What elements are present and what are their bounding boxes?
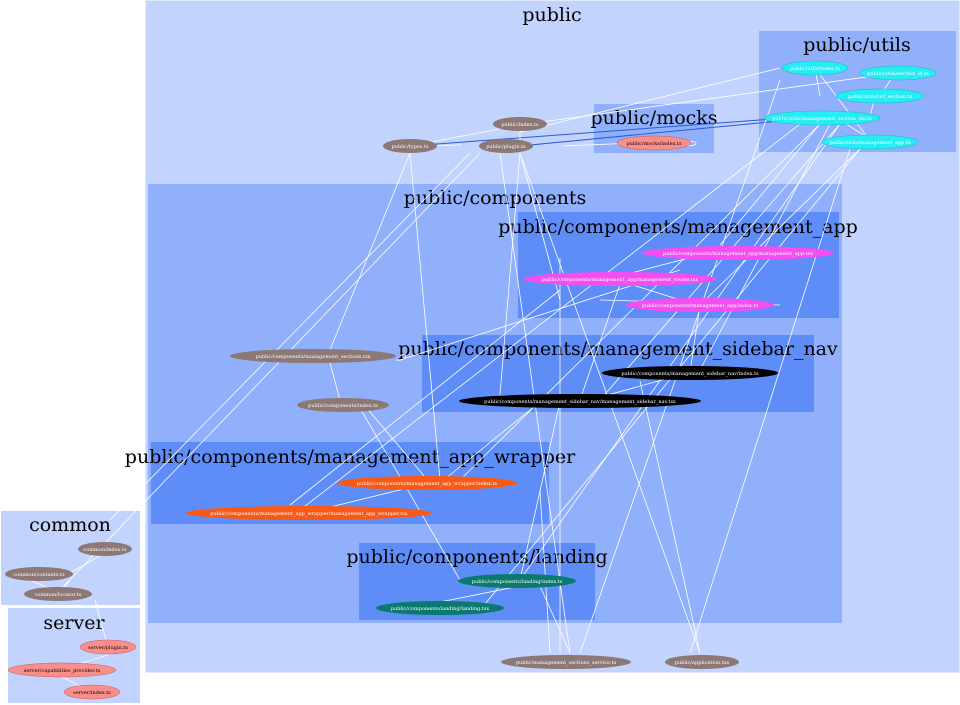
cluster-sidebar-nav-title: public/components/management_sidebar_nav — [398, 338, 838, 360]
node-utils-url-section[interactable]: public/utils/url_section.ts — [835, 88, 925, 104]
node-mgmt-sections-label: public/components/management_sections.ts… — [256, 354, 371, 360]
node-server-plugin-label: server/plugin.ts — [88, 645, 128, 651]
node-sidebar-index-label: public/components/management_sidebar_nav… — [621, 371, 759, 377]
node-mgmt-app-router-label: public/components/management_app/managem… — [542, 277, 698, 283]
node-public-plugin-label: public/plugin.ts — [486, 144, 526, 150]
cluster-public-mocks-title: public/mocks — [590, 107, 717, 129]
node-server-plugin[interactable]: server/plugin.ts — [79, 639, 137, 655]
node-common-locator-label: common/locator.ts — [35, 592, 82, 598]
node-application-label: public/application.tsx — [675, 660, 730, 666]
node-utils-section-id-label: public/utils/section_id.ts — [867, 71, 929, 77]
cluster-public-utils-title: public/utils — [803, 34, 911, 56]
node-utils-url-section-label: public/utils/url_section.ts — [848, 94, 912, 100]
node-components-index-label: public/components/index.ts — [308, 403, 378, 409]
node-server-capabilities[interactable]: server/capabilities_provider.ts — [7, 662, 117, 678]
node-server-index[interactable]: server/index.ts — [63, 684, 121, 700]
node-sidebar-nav[interactable]: public/components/management_sidebar_nav… — [459, 394, 701, 408]
node-public-types-label: public/types.ts — [391, 144, 428, 150]
cluster-public-utils: public/utils — [759, 31, 956, 152]
node-public-index[interactable]: public/index.ts — [493, 117, 547, 131]
node-components-index[interactable]: public/components/index.ts — [297, 398, 389, 412]
node-application[interactable]: public/application.tsx — [665, 655, 739, 669]
node-landing-index[interactable]: public/components/landing/index.ts — [458, 574, 576, 588]
node-utils-index-label: public/utils/index.ts — [790, 66, 840, 72]
node-public-plugin[interactable]: public/plugin.ts — [479, 139, 533, 153]
node-mgmt-sections[interactable]: public/components/management_sections.ts… — [230, 349, 396, 363]
node-wrapper-file-label: public/components/management_app_wrapper… — [210, 511, 408, 517]
node-common-contants-label: common/contants.ts — [13, 572, 65, 578]
node-common-index[interactable]: common/index.ts — [78, 542, 132, 556]
node-landing-file[interactable]: public/components/landing/landing.tsx — [376, 601, 504, 615]
node-common-locator[interactable]: common/locator.ts — [24, 587, 92, 601]
node-sidebar-index[interactable]: public/components/management_sidebar_nav… — [602, 366, 778, 380]
node-common-contants[interactable]: common/contants.ts — [5, 567, 73, 581]
node-wrapper-index-label: public/components/management_app_wrapper… — [357, 481, 498, 487]
node-server-index-label: server/index.ts — [73, 690, 111, 696]
node-public-index-label: public/index.ts — [501, 122, 539, 128]
node-utils-mgmt-section-ids[interactable]: public/utils/management_section_ids.ts — [763, 110, 881, 126]
cluster-public-title: public — [522, 4, 581, 26]
node-mgmt-app-index-label: public/components/management_app/index.t… — [642, 303, 759, 309]
node-utils-section-id[interactable]: public/utils/section_id.ts — [859, 65, 937, 81]
node-public-types[interactable]: public/types.ts — [383, 139, 437, 153]
cluster-server-title: server — [43, 612, 105, 634]
node-utils-index[interactable]: public/utils/index.ts — [781, 60, 849, 76]
node-mgmt-app-mgmt-app[interactable]: public/components/management_app/managem… — [642, 246, 834, 260]
node-mocks-index[interactable]: public/mocks/index.ts — [616, 135, 692, 151]
node-landing-index-label: public/components/landing/index.ts — [472, 579, 563, 585]
node-mocks-index-label: public/mocks/index.ts — [626, 141, 682, 147]
node-server-capabilities-label: server/capabilities_provider.ts — [24, 668, 101, 674]
cluster-common-title: common — [29, 514, 111, 536]
node-utils-mgmt-app-label: public/utils/management_app.ts — [829, 140, 910, 146]
node-wrapper-index[interactable]: public/components/management_app_wrapper… — [337, 476, 517, 490]
cluster-public-components-title: public/components — [404, 187, 587, 209]
node-wrapper-file[interactable]: public/components/management_app_wrapper… — [186, 506, 432, 520]
node-common-index-label: common/index.ts — [83, 547, 127, 553]
nodes: public/utils/index.ts public/utils/secti… — [5, 60, 937, 700]
node-sections-service[interactable]: public/management_sections_service.ts — [501, 655, 631, 669]
node-sections-service-label: public/management_sections_service.ts — [516, 660, 617, 666]
node-landing-file-label: public/components/landing/landing.tsx — [391, 606, 490, 612]
cluster-management-app-title: public/components/management_app — [498, 216, 858, 238]
node-mgmt-app-index[interactable]: public/components/management_app/index.t… — [626, 298, 774, 312]
cluster-landing-title: public/components/landing — [346, 546, 607, 568]
node-mgmt-app-mgmt-app-label: public/components/management_app/managem… — [663, 251, 813, 257]
node-sidebar-nav-label: public/components/management_sidebar_nav… — [484, 399, 676, 405]
node-utils-mgmt-app[interactable]: public/utils/management_app.ts — [821, 134, 919, 150]
node-mgmt-app-router[interactable]: public/components/management_app/managem… — [523, 272, 717, 286]
node-utils-mgmt-section-ids-label: public/utils/management_section_ids.ts — [772, 116, 872, 122]
